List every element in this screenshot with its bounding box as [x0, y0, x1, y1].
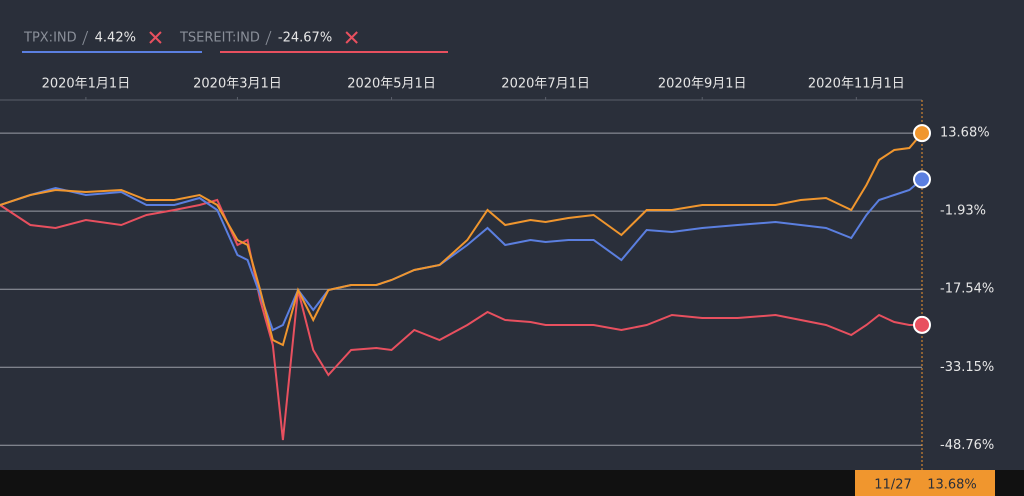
x-tick-label: 2020年3月1日	[193, 77, 282, 92]
end-marker	[913, 315, 931, 334]
series-line	[0, 132, 923, 347]
x-tick-label: 2020年1月1日	[42, 77, 131, 92]
series-line	[0, 198, 923, 441]
end-marker	[913, 124, 931, 143]
x-tick-label: 2020年5月1日	[347, 77, 436, 92]
legend-remove[interactable]	[149, 31, 162, 44]
end-marker	[913, 170, 931, 189]
x-tick-label: 2020年11月1日	[808, 77, 905, 92]
legend-name: TPX:IND	[23, 31, 77, 46]
legend-name: TSEREIT:IND	[179, 31, 260, 46]
y-tick-label: -33.15%	[940, 360, 994, 375]
legend-value: 4.42%	[95, 31, 136, 46]
x-tick-label: 2020年7月1日	[501, 77, 590, 92]
crosshair-value: 13.68%	[927, 478, 977, 493]
legend-underline	[22, 51, 202, 53]
legend-value: -24.67%	[278, 31, 332, 46]
x-tick-label: 2020年9月1日	[658, 77, 747, 92]
y-tick-label: 13.68%	[940, 126, 990, 141]
y-tick-label: -17.54%	[940, 282, 994, 297]
legend-separator	[82, 30, 89, 46]
footer-bar	[0, 470, 1024, 496]
y-tick-label: -48.76%	[940, 438, 994, 453]
legend-separator	[265, 30, 272, 46]
y-tick-label: -1.93%	[940, 204, 986, 219]
crosshair-box	[855, 470, 995, 496]
legend-remove[interactable]	[345, 31, 358, 44]
legend-underline	[220, 51, 448, 53]
crosshair-date: 11/27	[874, 478, 911, 493]
